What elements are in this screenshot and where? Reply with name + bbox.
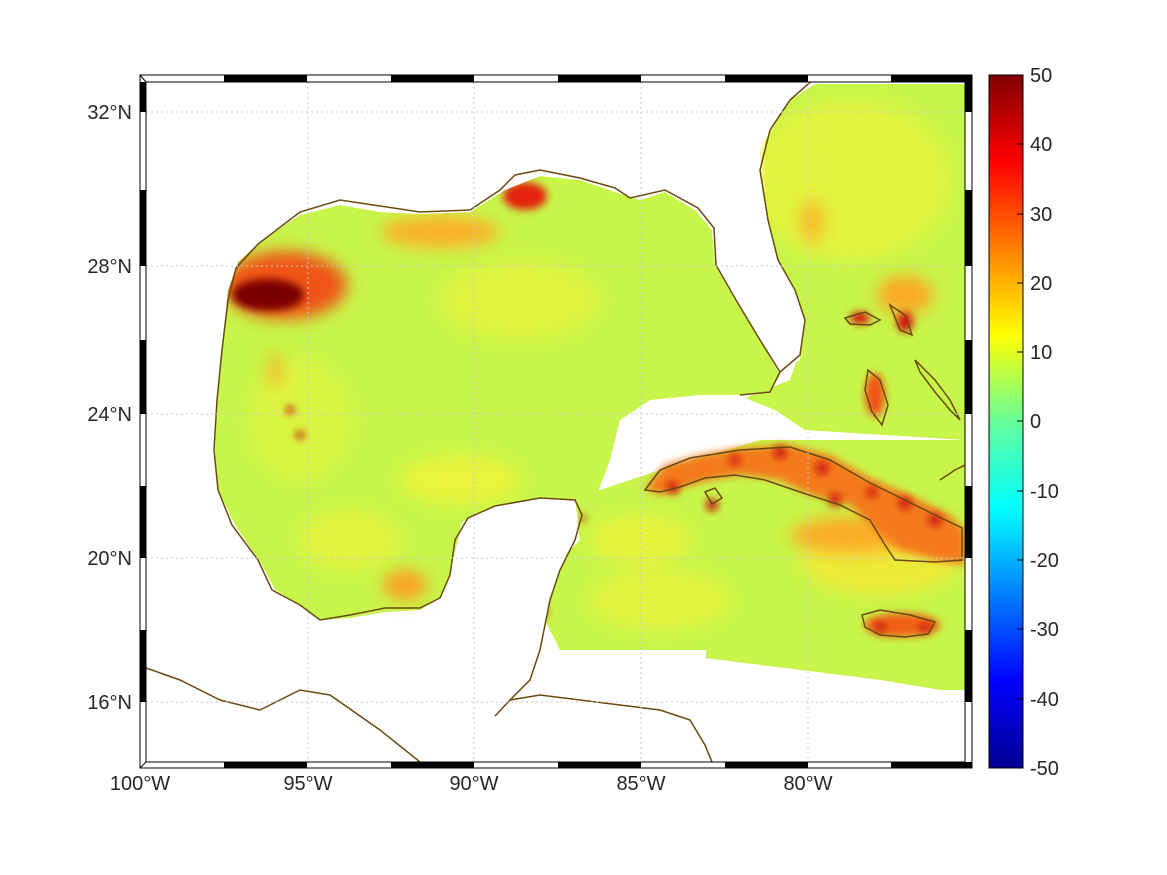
coastlines: [146, 82, 965, 762]
cuba-anomaly: [286, 406, 965, 633]
coastline-hispaniola-edge: [939, 464, 965, 481]
hotspot-bahamas-1: [865, 373, 885, 417]
coastline-bahamas-eleuthera: [914, 359, 961, 421]
coastline-mexico-gulf: [213, 299, 583, 717]
colorbar-tick-label: 10: [1030, 342, 1052, 364]
colorbar-tick-label: 20: [1030, 273, 1052, 295]
coastline-central-america: [509, 694, 713, 762]
coastline-cuba: [643, 446, 963, 563]
colorbar-tick-label: -20: [1030, 550, 1059, 572]
y-tick-label: 28°N: [87, 256, 132, 278]
gulf-field: [215, 176, 780, 620]
colorbar-tick-label: 30: [1030, 204, 1052, 226]
hotspot-atlantic-1: [800, 200, 824, 244]
colorbar-tick-label: 0: [1030, 411, 1041, 433]
colorbar-tick-label: 40: [1030, 134, 1052, 156]
coastline-bahamas-grand: [843, 311, 882, 326]
hotspot-delta: [503, 182, 547, 210]
colorbar-ticks: [1017, 143, 1023, 700]
colorbar-tick-label: -50: [1030, 758, 1059, 780]
coastline-jamaica: [861, 609, 937, 638]
colorbar-tick-label: -10: [1030, 481, 1059, 503]
x-tick-label: 80°W: [783, 773, 832, 795]
land-caribbean-south: [560, 650, 965, 762]
y-axis-labels: 32°N 28°N 24°N 20°N 16°N: [87, 102, 132, 714]
x-tick-label: 90°W: [449, 773, 498, 795]
map-frame: [139, 74, 973, 769]
hotspot-louisiana: [380, 216, 500, 248]
grid: [146, 82, 965, 762]
x-axis-labels: 100°W 95°W 90°W 85°W 80°W: [110, 773, 833, 795]
land-florida: [695, 140, 805, 375]
land-mexico: [146, 82, 815, 762]
coastline-us-gulf: [227, 169, 781, 396]
land-mask: [146, 82, 965, 762]
land-yucatan: [430, 498, 578, 650]
hotspot-mexico-east: [269, 352, 281, 388]
y-tick-label: 24°N: [87, 404, 132, 426]
colorbar: 50 40 30 20 10 0 -10 -20 -30 -40 -50: [988, 65, 1059, 780]
anomaly-hotspots: [223, 182, 940, 637]
coastline-florida-east: [759, 82, 812, 373]
coastline-isla-juventud: [703, 487, 724, 506]
colorbar-tick-label: 50: [1030, 65, 1052, 87]
y-tick-label: 16°N: [87, 692, 132, 714]
coastline-pacific-mexico: [146, 667, 421, 762]
y-tick-label: 32°N: [87, 102, 132, 124]
x-tick-label: 85°W: [616, 773, 665, 795]
x-tick-label: 95°W: [283, 773, 332, 795]
plot-area: [146, 82, 965, 762]
colorbar-tick-label: -30: [1030, 619, 1059, 641]
hotspot-atlantic-2: [877, 275, 933, 315]
coastline-bahamas-andros: [864, 368, 889, 427]
hotspot-campeche: [383, 570, 427, 600]
coastline-bahamas-abaco: [888, 303, 914, 337]
y-tick-label: 20°N: [87, 548, 132, 570]
colorbar-tick-label: -40: [1030, 689, 1059, 711]
x-tick-label: 100°W: [110, 773, 170, 795]
hotspot-texas-core: [232, 279, 304, 311]
